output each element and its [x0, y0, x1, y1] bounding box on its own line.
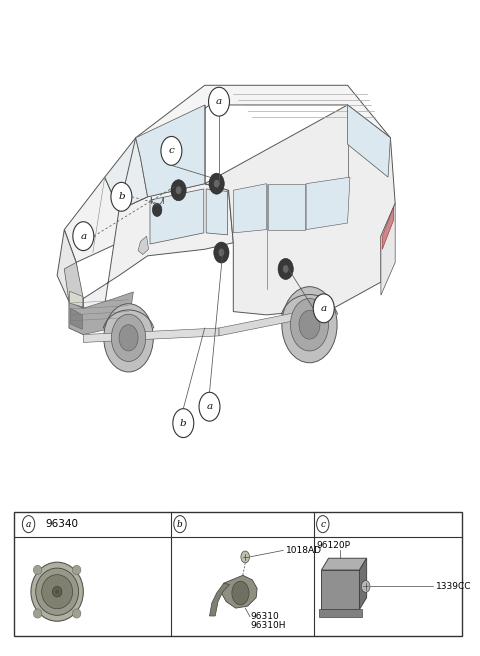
Ellipse shape [72, 565, 81, 575]
Polygon shape [105, 138, 147, 210]
Polygon shape [209, 583, 229, 616]
Circle shape [111, 182, 132, 211]
Text: 96310: 96310 [250, 612, 279, 621]
Polygon shape [84, 184, 233, 308]
Polygon shape [306, 177, 350, 230]
Circle shape [299, 310, 320, 339]
Circle shape [241, 551, 250, 563]
Circle shape [152, 203, 162, 216]
Polygon shape [206, 189, 228, 235]
Polygon shape [64, 177, 133, 262]
Polygon shape [64, 262, 84, 302]
Polygon shape [360, 558, 367, 609]
Text: b: b [180, 419, 187, 428]
Circle shape [199, 392, 220, 421]
Circle shape [290, 298, 328, 351]
Polygon shape [57, 230, 84, 308]
Circle shape [214, 242, 229, 263]
FancyBboxPatch shape [14, 512, 462, 636]
Ellipse shape [42, 575, 72, 609]
Text: 1018AD: 1018AD [286, 546, 322, 555]
Text: 96340: 96340 [46, 519, 78, 529]
Circle shape [111, 314, 146, 361]
Polygon shape [150, 189, 204, 244]
Text: 96120P: 96120P [316, 541, 350, 550]
Ellipse shape [33, 609, 42, 618]
Circle shape [173, 409, 194, 438]
Polygon shape [219, 305, 333, 336]
Polygon shape [69, 292, 133, 335]
Polygon shape [322, 558, 367, 570]
Circle shape [283, 265, 288, 273]
Polygon shape [138, 236, 148, 255]
Circle shape [174, 516, 186, 533]
Text: b: b [118, 192, 125, 201]
Ellipse shape [55, 590, 59, 594]
Polygon shape [69, 302, 84, 335]
Text: b: b [177, 520, 183, 529]
Circle shape [209, 173, 224, 194]
Circle shape [73, 222, 94, 251]
Circle shape [313, 294, 334, 323]
Polygon shape [71, 308, 83, 329]
Text: a: a [80, 232, 86, 241]
Polygon shape [136, 105, 205, 197]
Circle shape [218, 249, 224, 256]
Circle shape [161, 136, 182, 165]
Polygon shape [381, 203, 395, 295]
Polygon shape [136, 85, 390, 157]
Text: a: a [216, 97, 222, 106]
Polygon shape [205, 105, 395, 315]
Circle shape [23, 516, 35, 533]
Ellipse shape [33, 565, 42, 575]
Ellipse shape [72, 609, 81, 618]
Text: 1339CC: 1339CC [436, 582, 471, 591]
Text: a: a [26, 520, 31, 529]
Text: 96310H: 96310H [250, 621, 286, 630]
Text: c: c [168, 146, 174, 155]
Polygon shape [233, 184, 266, 233]
Text: c: c [320, 520, 325, 529]
Polygon shape [319, 609, 362, 617]
Circle shape [214, 180, 219, 188]
Polygon shape [221, 575, 257, 608]
Circle shape [208, 87, 229, 116]
Circle shape [176, 186, 181, 194]
Ellipse shape [52, 586, 62, 597]
Polygon shape [84, 328, 219, 342]
Circle shape [282, 287, 337, 363]
Ellipse shape [31, 562, 84, 621]
Polygon shape [383, 207, 394, 249]
Circle shape [171, 180, 186, 201]
Circle shape [278, 258, 293, 279]
Polygon shape [268, 184, 305, 230]
Polygon shape [322, 570, 360, 609]
Text: a: a [321, 304, 327, 313]
Ellipse shape [36, 568, 79, 615]
Circle shape [119, 325, 138, 351]
Polygon shape [70, 291, 83, 307]
Circle shape [361, 581, 370, 592]
Polygon shape [348, 105, 390, 177]
Text: a: a [206, 402, 213, 411]
Circle shape [104, 304, 153, 372]
Circle shape [232, 581, 249, 605]
Circle shape [317, 516, 329, 533]
